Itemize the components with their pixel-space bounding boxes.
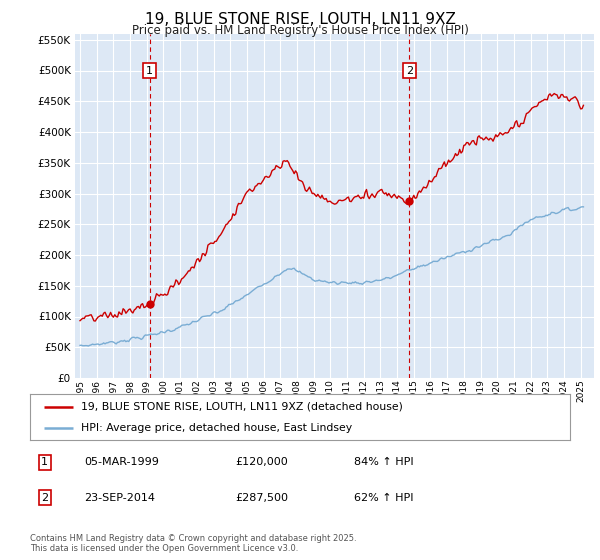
Text: 62% ↑ HPI: 62% ↑ HPI (354, 493, 413, 503)
Text: 2: 2 (406, 66, 413, 76)
Text: Contains HM Land Registry data © Crown copyright and database right 2025.
This d: Contains HM Land Registry data © Crown c… (30, 534, 356, 553)
Text: £287,500: £287,500 (235, 493, 288, 503)
Text: 19, BLUE STONE RISE, LOUTH, LN11 9XZ: 19, BLUE STONE RISE, LOUTH, LN11 9XZ (145, 12, 455, 27)
Text: 84% ↑ HPI: 84% ↑ HPI (354, 458, 413, 468)
Text: 23-SEP-2014: 23-SEP-2014 (84, 493, 155, 503)
Text: 2: 2 (41, 493, 48, 503)
Text: 19, BLUE STONE RISE, LOUTH, LN11 9XZ (detached house): 19, BLUE STONE RISE, LOUTH, LN11 9XZ (de… (82, 402, 403, 412)
Text: £120,000: £120,000 (235, 458, 288, 468)
Text: HPI: Average price, detached house, East Lindsey: HPI: Average price, detached house, East… (82, 423, 352, 433)
Text: 05-MAR-1999: 05-MAR-1999 (84, 458, 159, 468)
Text: Price paid vs. HM Land Registry's House Price Index (HPI): Price paid vs. HM Land Registry's House … (131, 24, 469, 36)
Text: 1: 1 (41, 458, 48, 468)
Text: 1: 1 (146, 66, 153, 76)
